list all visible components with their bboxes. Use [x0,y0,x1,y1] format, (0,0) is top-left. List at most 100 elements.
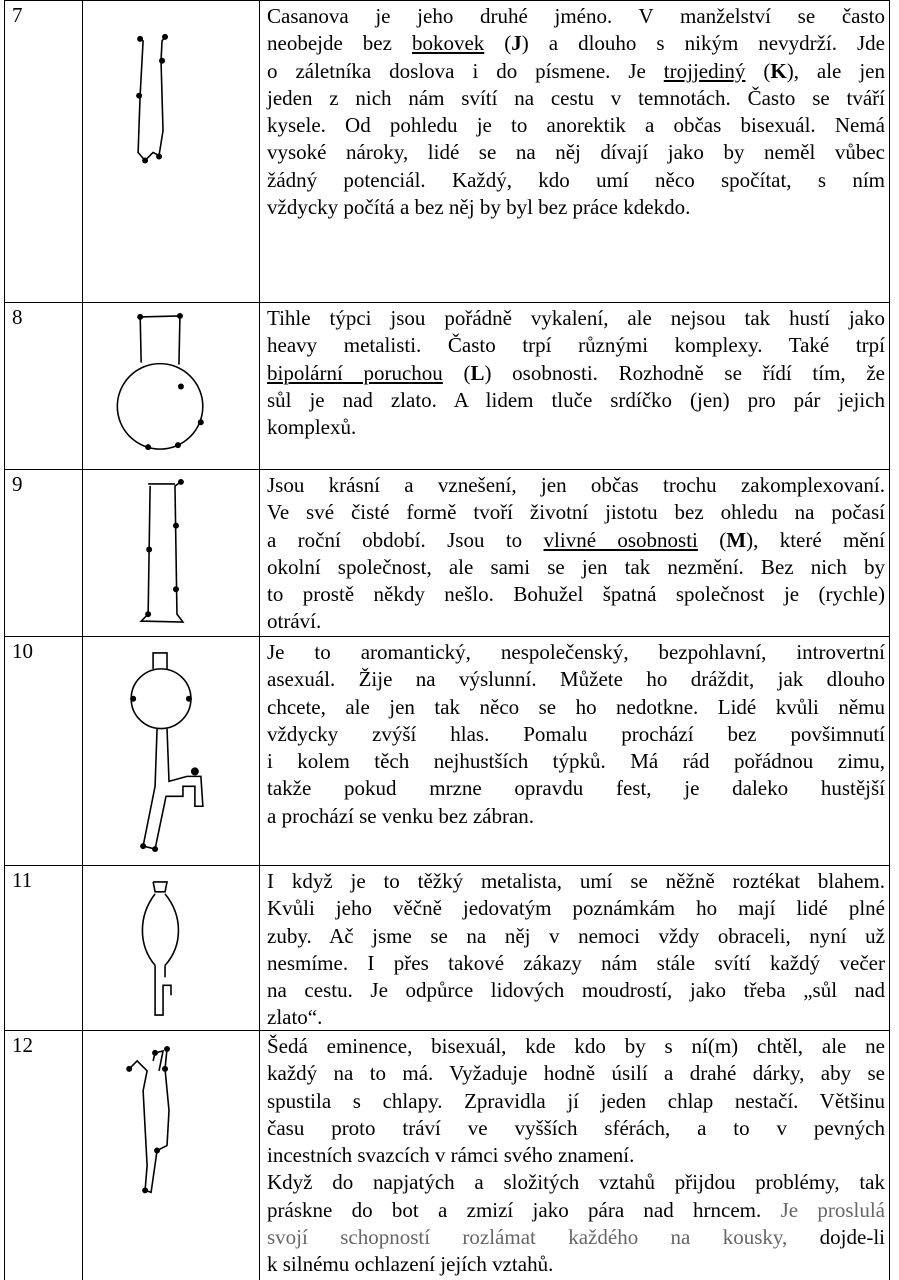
text-line: i kolem těch nejhustších týpků. Má rád p… [267,748,885,775]
table-row: 8 Tihle týpci jsou pořádně vykalení, ale… [4,302,890,469]
text-span: nesmíme. I přes takové zákazy nám stále … [267,950,885,975]
text-span: takže pokud mrzne opravdu fest, je dalek… [267,776,885,801]
text-span: ( [745,58,771,83]
text-span: vždycky zvýší hlas. Pomalu prochází bez … [267,721,885,746]
text-span: spustila s chlapy. Zpravidla jí jeden ch… [267,1088,885,1113]
text-span: Tihle týpci jsou pořádně vykalení, ale n… [267,306,885,330]
text-line: I když je to těžký metalista, umí se něž… [267,868,885,895]
text-span: Ve své čisté formě tvoří životní jistotu… [267,500,885,525]
text-line: každý na to má. Vyžaduje hodně úsilí a d… [267,1060,885,1087]
table-row: 9 Jsou krásní a vznešení, jen občas troc… [4,469,890,636]
row-text: Tihle týpci jsou pořádně vykalení, ale n… [260,305,885,441]
text-line: to prostě někdy nešlo. Bohužel špatná sp… [267,581,885,608]
text-span: času proto tráví ve vyšších sférách, a t… [267,1115,885,1140]
text-span: práskne do bot a zmizí jako pára nad hrn… [267,1197,781,1222]
text-span: komplexů. [267,415,357,440]
text-span: každý na to má. Vyžaduje hodně úsilí a d… [267,1061,885,1086]
text-line: otráví. [267,608,885,635]
text-line: Když do napjatých a složitých vztahů při… [267,1169,885,1196]
text-span: ( [442,360,471,385]
text-span: heavy metalisti. Často trpí různými komp… [267,333,885,358]
text-span: ( [697,527,727,552]
text-line: Jsou krásní a vznešení, jen občas trochu… [267,472,885,499]
text-span: ) a dlouho s nikým nevydrží. Jde [521,31,885,56]
text-line: času proto tráví ve vyšších sférách, a t… [267,1115,885,1142]
text-span: vždycky počítá a bez něj by byl bez prác… [267,195,691,220]
text-span: Jsou krásní a vznešení, jen občas trochu… [267,473,885,497]
figure [136,1,260,302]
text-span: ), ale jen [786,58,885,83]
text-line: bipolární poruchou (L) osobnosti. Rozhod… [267,360,885,387]
text-line: heavy metalisti. Často trpí různými komp… [267,332,885,359]
text-span: ), které mění [746,527,886,552]
text-line: na cestu. Je odpůrce lidových moudrostí,… [267,977,885,1004]
text-span: Je to aromantický, nespolečenský, bezpoh… [267,640,885,664]
text-line: Ve své čisté formě tvoří životní jistotu… [267,499,885,526]
text-span: i kolem těch nejhustších týpků. Má rád p… [267,749,885,774]
text-line: vysoké nároky, lidé se na něj dívají jak… [267,139,885,166]
text-span: na cestu. Je odpůrce lidových moudrostí,… [267,978,885,1003]
styled-text: bokovek [411,31,485,56]
row-text: Jsou krásní a vznešení, jen občas trochu… [260,472,885,636]
text-line: Casanova je jeho druhé jméno. V manželst… [267,3,885,30]
row-number: 11 [5,866,83,1030]
text-line: vždycky počítá a bez něj by byl bez prác… [267,194,885,221]
text-span: ( [484,31,512,56]
text-line: asexuál. Žije na výslunní. Můžete ho drá… [267,666,885,693]
text-line: žádný potenciál. Každý, kdo umí něco spo… [267,167,885,194]
styled-text: svojí schopností rozlámat každého na kou… [267,1225,788,1250]
text-span: zlato“. [267,1005,323,1030]
text-span: jeden z nich nám svítí na cestu v temnot… [267,85,885,110]
text-span: a prochází se venku bez zábran. [267,803,535,828]
text-line: Kvůli jeho věčně jedovatým poznámkám ho … [267,895,885,922]
row-number: 10 [5,637,83,865]
row-number: 12 [5,1031,83,1280]
text-span: Kvůli jeho věčně jedovatým poznámkám ho … [267,896,885,921]
text-span: asexuál. Žije na výslunní. Můžete ho drá… [267,667,885,692]
text-span: I když je to těžký metalista, umí se něž… [267,869,885,893]
text-span: a roční období. Jsou to [267,527,544,552]
text-line: práskne do bot a zmizí jako pára nad hrn… [267,1197,885,1224]
text-span: ) osobnosti. Rozhodně se řídí tím, že [484,360,886,385]
text-span: Když do napjatých a složitých vztahů při… [267,1170,885,1195]
text-line: k silnému ochlazení jejích vztahů. [267,1251,885,1278]
figure [141,866,260,1030]
row-number: 7 [5,1,83,302]
text-line: o záletníka doslova i do písmene. Je tro… [267,58,885,85]
text-line: svojí schopností rozlámat každého na kou… [267,1224,885,1251]
text-line: jeden z nich nám svítí na cestu v temnot… [267,85,885,112]
text-span: okolní společnost, ale sami se jen tak n… [267,554,885,579]
text-line: spustila s chlapy. Zpravidla jí jeden ch… [267,1088,885,1115]
table-row: 7 Casanova je jeho druhé jméno. V manžel… [4,0,890,302]
styled-text: J [511,31,522,56]
table-row: 10 Je to aromantický, nespolečenský, bez… [4,636,890,865]
text-span: incestních svazcích v rámci svého znamen… [267,1143,635,1168]
text-line: komplexů. [267,414,885,441]
text-span: k silnému ochlazení jejích vztahů. [267,1252,554,1277]
text-span: Šedá eminence, bisexuál, kde kdo by s ní… [267,1034,885,1058]
text-line: a prochází se venku bez zábran. [267,803,885,830]
text-span: sůl je nad zlato. A lidem tluče srdíčko … [267,387,885,412]
text-span: kysele. Od pohledu je to anorektik a obč… [267,113,885,138]
table-row: 11 I když je to těžký metalista, umí se … [4,865,890,1030]
row-text: Je to aromantický, nespolečenský, bezpoh… [260,639,885,830]
styled-text: L [470,360,485,385]
text-span: zuby. Ač jsme se na něj v nemoci vždy ob… [267,923,885,948]
row-text: Casanova je jeho druhé jméno. V manželst… [260,3,885,221]
text-line: sůl je nad zlato. A lidem tluče srdíčko … [267,387,885,414]
text-span: dojde-li [787,1225,885,1250]
table-row: 12 Šedá eminence, bisexuál, kde kdo by s… [4,1030,890,1280]
row-text: Šedá eminence, bisexuál, kde kdo by s ní… [260,1033,885,1279]
text-line: Je to aromantický, nespolečenský, bezpoh… [267,639,885,666]
text-span: Casanova je jeho druhé jméno. V manželst… [267,4,885,28]
text-span: otráví. [267,609,322,634]
text-line: takže pokud mrzne opravdu fest, je dalek… [267,775,885,802]
text-line: chcete, ale jen tak něco se ho nedotkne.… [267,694,885,721]
text-line: Tihle týpci jsou pořádně vykalení, ale n… [267,305,885,332]
styled-text: Je proslulá [780,1197,886,1222]
styled-text: vlivné osobnosti [543,527,698,552]
text-line: incestních svazcích v rámci svého znamen… [267,1142,885,1169]
figure [139,470,260,636]
styled-text: M [726,527,747,552]
